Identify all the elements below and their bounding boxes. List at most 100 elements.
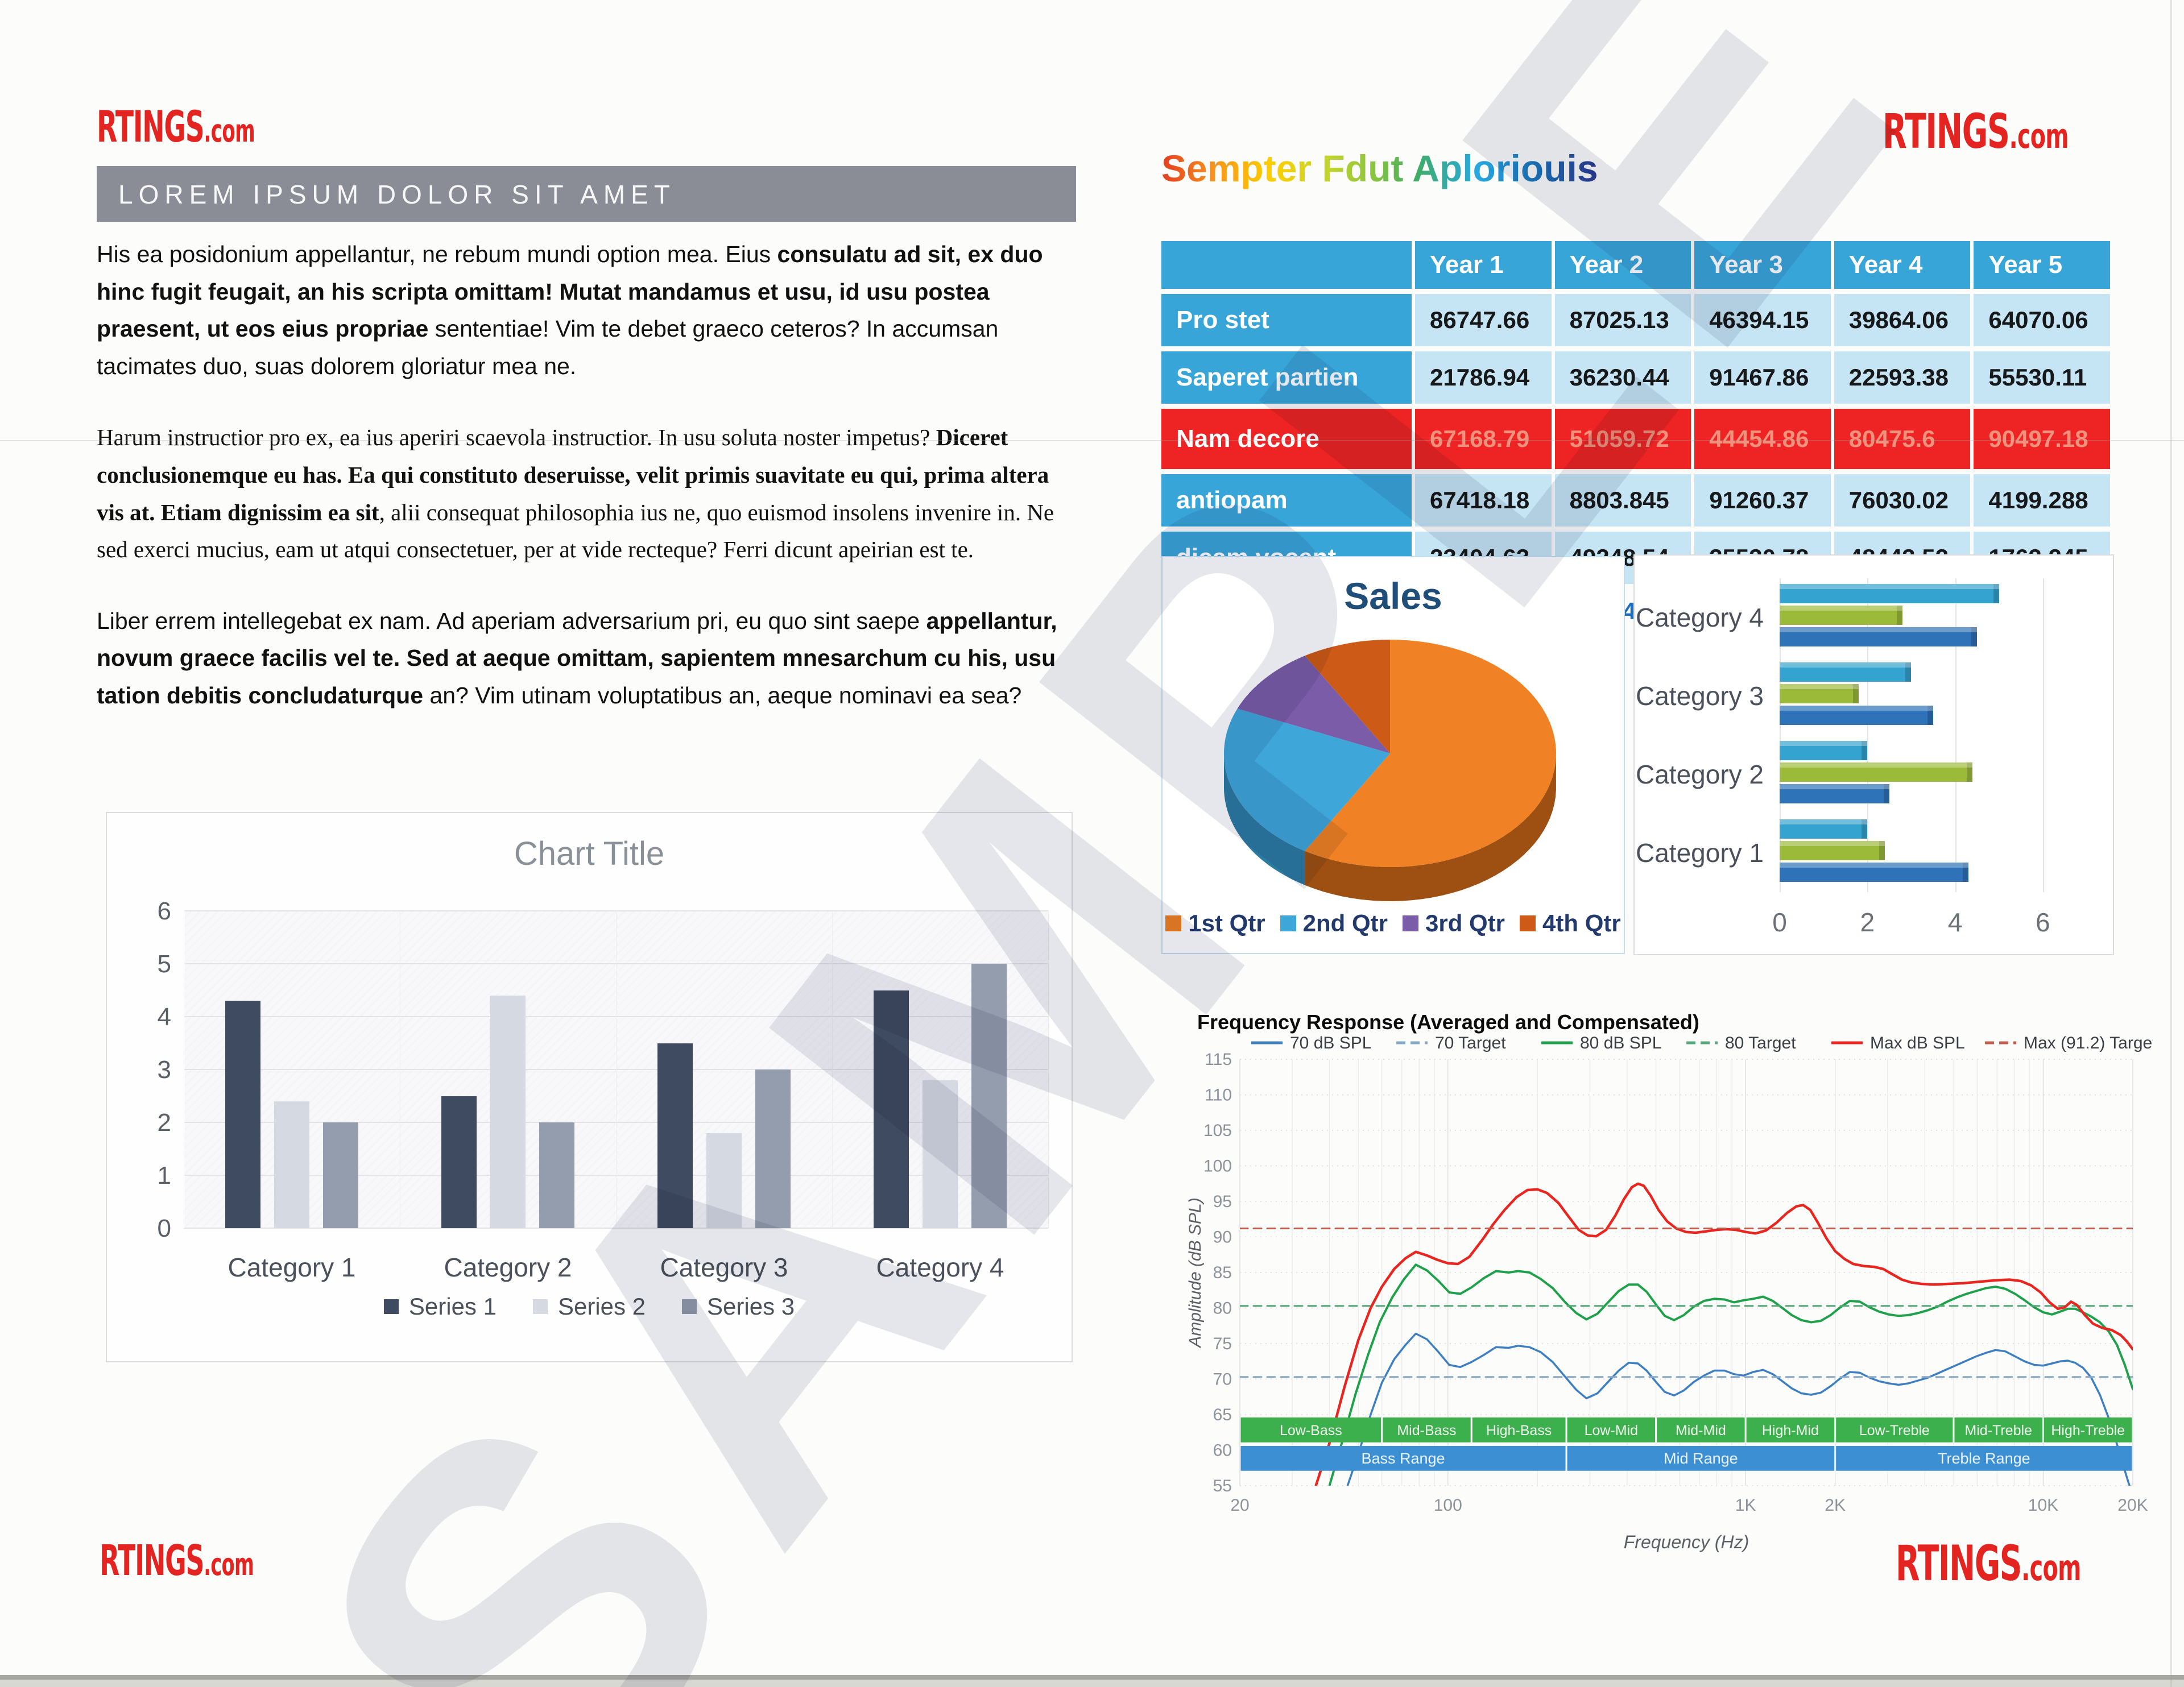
category-label: Category 1 <box>228 1253 356 1282</box>
legend-label: Series 2 <box>557 1293 646 1320</box>
table-cell: 8803.845 <box>1554 474 1691 527</box>
table-cell: 51059.72 <box>1554 409 1691 469</box>
chart-text: 105 <box>1203 1121 1232 1140</box>
text-run: Harum instructior pro ex, ea ius aperiri… <box>97 424 936 451</box>
pie-slice-1stqtr <box>1305 640 1556 867</box>
table-cell: 87025.13 <box>1554 294 1691 346</box>
y-axis-tick: 4 <box>157 1003 171 1031</box>
hbar-series2-category4 <box>1780 606 1902 625</box>
pie-chart-legend: 1st Qtr 2nd Qtr 3rd Qtr 4th Qtr <box>1163 910 1624 937</box>
frequency-response-canvas: 55 60 65 70 75 80 85 90 95 100 105 110 115 Low-Bass Mi… <box>1186 1010 2157 1552</box>
table-row-label: Saperet partien <box>1161 351 1412 404</box>
table-cell: 36230.44 <box>1554 351 1691 404</box>
text-run: , alii consequat philosophia ius ne, quo… <box>97 499 1054 563</box>
bar-series2-category2 <box>490 995 526 1228</box>
band-mid-treble <box>1954 1417 2042 1443</box>
bold-run: Diceret conclusionemque eu has. Ea qui c… <box>97 424 1049 525</box>
chart-text: Mid-Treble <box>1964 1423 2032 1439</box>
table-cell: 67418.18 <box>1415 474 1552 527</box>
pie-legend-item-3rdqtr: 3rd Qtr <box>1403 910 1505 937</box>
legend-swatch <box>383 1299 399 1314</box>
frequency-response-chart: 55 60 65 70 75 80 85 90 95 100 105 110 115 Low-Bass Mi… <box>1186 1005 2157 1574</box>
chart-text: Treble Range <box>1938 1450 2030 1467</box>
chart-text: High-Bass <box>1486 1423 1552 1439</box>
hbar-series1-category4 <box>1780 627 1978 646</box>
body-text: His ea posidonium appellantur, ne rebum … <box>97 236 1081 749</box>
chart-text: 70 <box>1213 1370 1232 1389</box>
chart-text: 2K <box>1825 1496 1846 1515</box>
table-cell: 91467.86 <box>1694 351 1831 404</box>
table-cell: 86747.66 <box>1415 294 1552 346</box>
band-low-mid <box>1567 1417 1656 1443</box>
rtings-logo-bottom-left: RTINGS .com <box>100 1536 254 1585</box>
bar-series1-category3 <box>657 1043 693 1228</box>
hbar-series3-category2 <box>1780 741 1868 760</box>
legend-item-series2: Series 2 <box>532 1293 646 1320</box>
band-low-treble <box>1836 1417 1953 1443</box>
table-cell: 39864.06 <box>1834 294 1971 346</box>
y-axis-tick: 5 <box>157 950 171 978</box>
gridline-y <box>184 1228 1048 1229</box>
y-axis-tick: 0 <box>157 1215 171 1242</box>
chart-text: Low-Treble <box>1859 1423 1930 1439</box>
band-high-bass <box>1472 1417 1566 1443</box>
bar-series3-category1 <box>323 1122 358 1228</box>
bar-series2-category3 <box>706 1133 742 1228</box>
horizontal-bar-chart: 0 2 4 6 Category 4 Category 3 Category 2 Catego… <box>1633 554 2114 955</box>
table-cell: 67168.79 <box>1415 409 1552 469</box>
legend-item-series3: Series 3 <box>682 1293 795 1320</box>
legend-label: 1st Qtr <box>1188 910 1265 936</box>
table-cell: 91260.37 <box>1694 474 1831 527</box>
category-label: Category 3 <box>1635 681 1764 711</box>
hbar-series2-category3 <box>1780 684 1859 703</box>
scan-right-edge <box>2170 0 2172 1687</box>
pie-legend-item-1stqtr: 1st Qtr <box>1165 910 1265 937</box>
y-axis-tick: 6 <box>157 897 171 925</box>
hbar-series1-category1 <box>1780 863 1968 882</box>
chart-text: Max (91.2) Target <box>2024 1034 2153 1052</box>
pie-legend-item-4thqtr: 4th Qtr <box>1520 910 1621 937</box>
chart-text: 85 <box>1213 1263 1232 1282</box>
category-label: Category 2 <box>444 1253 572 1282</box>
paragraph-3: Liber errem intellegebat ex nam. Ad aper… <box>97 603 1081 715</box>
table-cell: 22593.38 <box>1834 351 1971 404</box>
bar-series2-category4 <box>923 1080 958 1228</box>
curve-max-db-spl <box>1314 1182 2133 1486</box>
band-mid-bass <box>1383 1417 1471 1443</box>
y-axis-tick: 2 <box>157 1109 171 1137</box>
chart-text: 100 <box>1434 1496 1462 1515</box>
rtings-logo-text: RTINGS <box>1883 103 2010 159</box>
bar-series2-category1 <box>274 1101 309 1228</box>
table-cell: 90497.18 <box>1974 409 2110 469</box>
chart-text: Mid Range <box>1664 1450 1738 1467</box>
legend-label: 2nd Qtr <box>1302 910 1388 936</box>
hbar-series1-category2 <box>1780 784 1889 803</box>
table-header-empty <box>1161 241 1412 289</box>
chart-text: Frequency Response (Averaged and Compens… <box>1197 1010 1699 1034</box>
gridline-x <box>1867 578 1869 892</box>
table-cell: 21786.94 <box>1415 351 1552 404</box>
text-run: Liber errem intellegebat ex nam. Ad aper… <box>97 607 926 634</box>
rtings-logo-text: RTINGS <box>100 1536 205 1585</box>
curve-80-db-spl <box>1328 1263 2133 1486</box>
chart-text: 20K <box>2117 1496 2148 1515</box>
category-label: Category 1 <box>1635 838 1764 868</box>
pie-slice-4thqtr <box>1305 640 1390 753</box>
chart-text: 80 <box>1213 1299 1232 1318</box>
table-cell: 4199.288 <box>1974 474 2110 527</box>
chart-text: Amplitude (dB SPL) <box>1186 1197 1205 1348</box>
rtings-logo-suffix: .com <box>2021 1547 2081 1589</box>
band-high-mid <box>1746 1417 1835 1443</box>
table-header-year-2: Year 2 <box>1554 241 1691 289</box>
bar-series3-category2 <box>539 1122 574 1228</box>
gridline-x <box>615 911 617 1228</box>
legend-swatch <box>532 1299 548 1314</box>
chart-text: 80 Target <box>1725 1034 1796 1052</box>
rtings-logo-text: RTINGS <box>97 101 205 152</box>
rtings-logo-suffix: .com <box>2009 117 2069 156</box>
chart-text: 100 <box>1203 1157 1232 1176</box>
bold-run: consulatu ad sit, ex duo hinc fugit feug… <box>97 241 1043 342</box>
band-treble-range <box>1836 1446 2132 1471</box>
scan-bottom-shadow <box>0 1680 2184 1687</box>
chart-text: 10K <box>2028 1496 2058 1515</box>
